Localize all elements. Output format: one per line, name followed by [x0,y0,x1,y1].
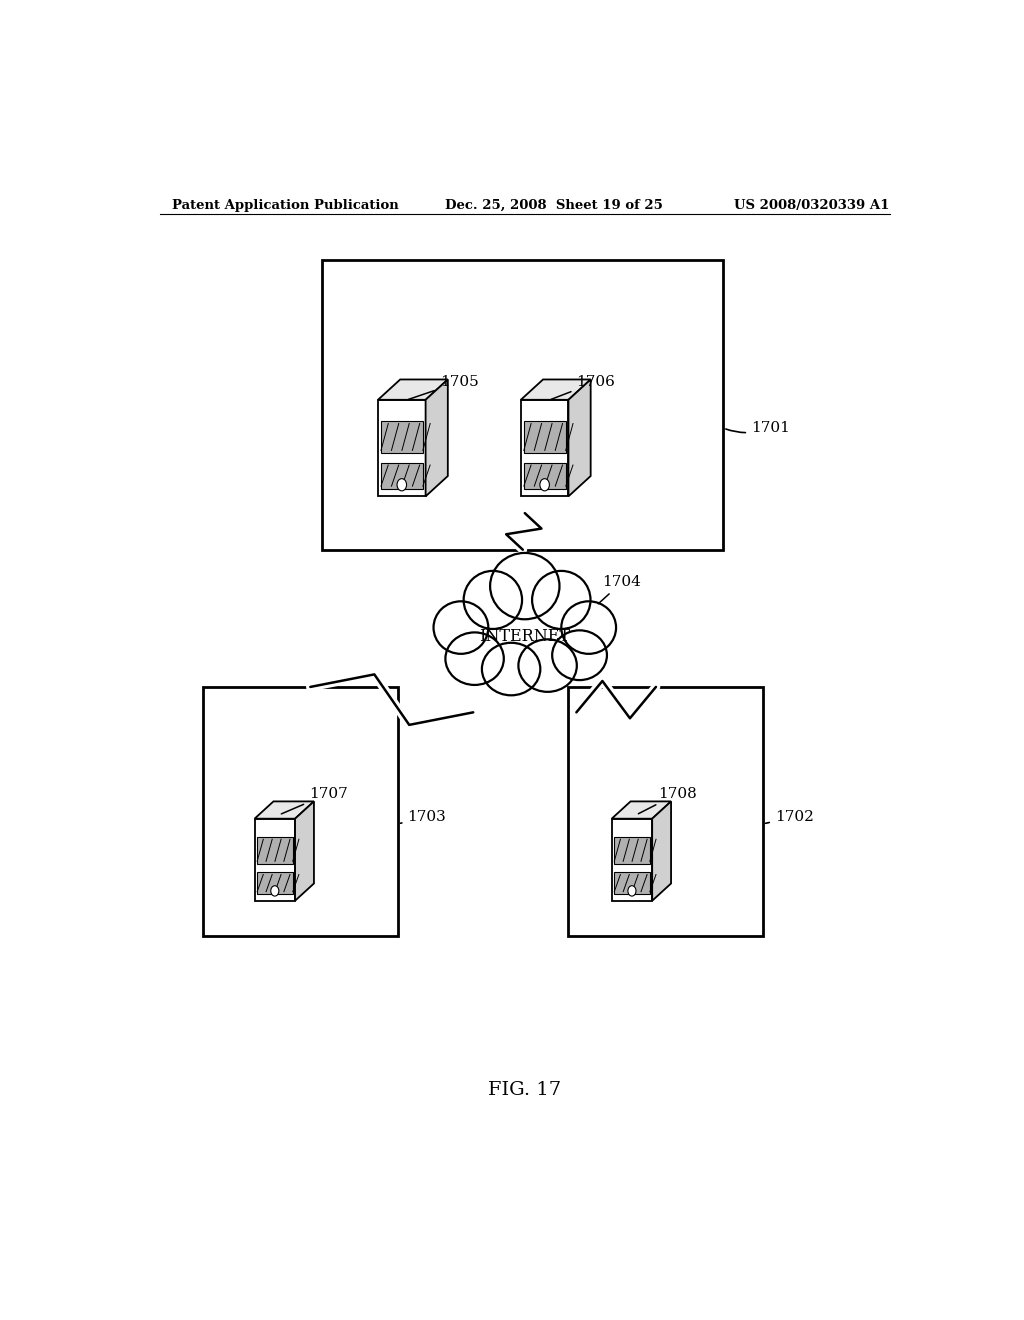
Polygon shape [257,873,293,894]
Circle shape [628,886,636,896]
Circle shape [540,479,550,491]
Polygon shape [378,379,447,400]
Text: Patent Application Publication: Patent Application Publication [172,199,398,213]
Text: US 2008/0320339 A1: US 2008/0320339 A1 [734,199,890,213]
Ellipse shape [482,643,541,696]
Ellipse shape [518,639,577,692]
Polygon shape [378,400,426,496]
Polygon shape [611,801,671,818]
Text: 1703: 1703 [400,810,446,824]
Polygon shape [257,837,293,863]
Ellipse shape [490,553,559,619]
Text: 1707: 1707 [282,787,348,814]
Text: 1706: 1706 [551,375,615,400]
Text: 1702: 1702 [766,810,814,824]
Polygon shape [652,801,671,900]
Text: 1701: 1701 [726,421,790,434]
Ellipse shape [464,570,522,628]
Polygon shape [523,421,565,453]
Polygon shape [568,379,591,496]
Ellipse shape [532,570,591,628]
Ellipse shape [552,631,607,680]
Polygon shape [255,818,295,900]
Polygon shape [611,818,652,900]
Ellipse shape [433,602,488,653]
Polygon shape [521,400,568,496]
FancyBboxPatch shape [323,260,723,549]
Polygon shape [521,379,591,400]
Polygon shape [614,837,650,863]
Polygon shape [381,462,423,488]
Ellipse shape [445,632,504,685]
Polygon shape [614,873,650,894]
Text: 1708: 1708 [638,787,697,813]
FancyBboxPatch shape [204,686,397,936]
Polygon shape [381,421,423,453]
Ellipse shape [561,602,616,653]
FancyBboxPatch shape [568,686,763,936]
Polygon shape [426,379,447,496]
Text: INTERNET: INTERNET [479,627,570,644]
Text: 1704: 1704 [598,576,641,603]
Text: FIG. 17: FIG. 17 [488,1081,561,1100]
Polygon shape [295,801,314,900]
Polygon shape [255,801,314,818]
Circle shape [270,886,279,896]
Polygon shape [523,462,565,488]
Text: 1705: 1705 [409,375,478,400]
Circle shape [397,479,407,491]
Text: Dec. 25, 2008  Sheet 19 of 25: Dec. 25, 2008 Sheet 19 of 25 [445,199,664,213]
